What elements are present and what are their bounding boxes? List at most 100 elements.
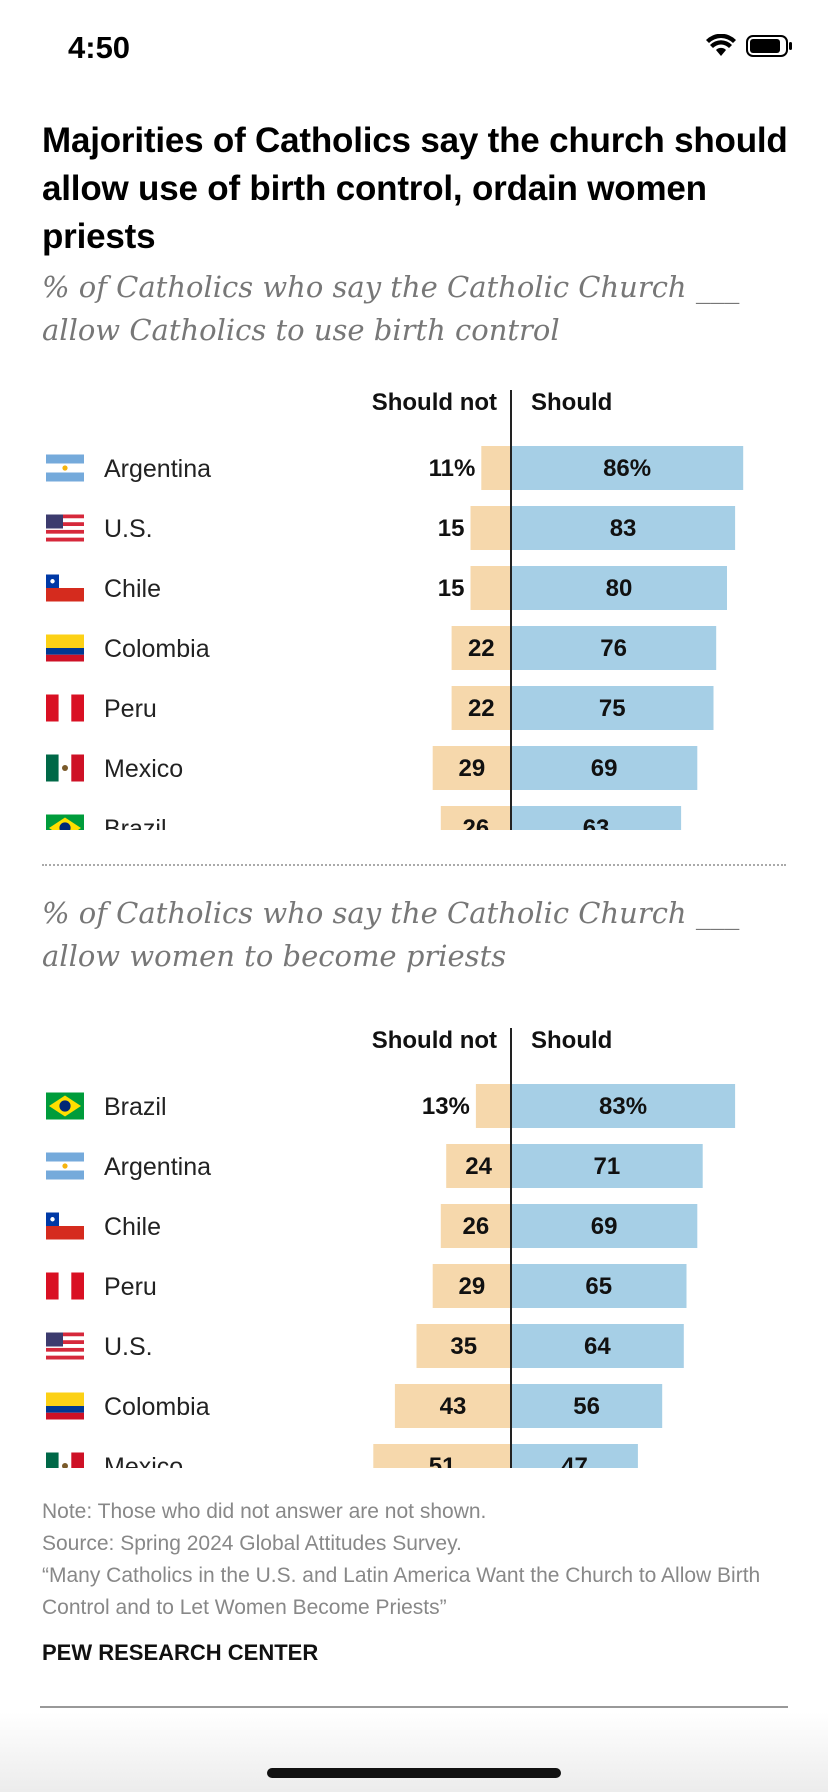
flag-argentina-icon bbox=[46, 454, 84, 482]
flag-peru-icon bbox=[46, 1272, 84, 1300]
value-label-should: 69 bbox=[591, 755, 618, 782]
value-label-should-not: 35 bbox=[450, 1333, 477, 1360]
bar-should-not bbox=[394, 1384, 511, 1428]
flag-chile-icon bbox=[46, 1212, 84, 1240]
chart-1-subtitle: % of Catholics who say the Catholic Chur… bbox=[42, 270, 740, 347]
bar-should bbox=[511, 1144, 703, 1188]
chart-row: Mexico 29 69 bbox=[46, 746, 698, 790]
note-text: Note: Those who did not answer are not s… bbox=[42, 1500, 487, 1523]
chart-2-subtitle: % of Catholics who say the Catholic Chur… bbox=[42, 896, 740, 973]
flag-brazil-icon bbox=[46, 1092, 84, 1120]
category-label: Brazil bbox=[104, 1093, 167, 1121]
category-label: Peru bbox=[104, 1273, 157, 1301]
bar-should bbox=[511, 746, 698, 790]
bar-should bbox=[511, 1084, 736, 1128]
value-label-should: 47 bbox=[561, 1453, 588, 1468]
value-label-should-not: 29 bbox=[458, 1273, 485, 1300]
flag-brazil-icon bbox=[46, 814, 84, 830]
value-label-should-not: 29 bbox=[458, 755, 485, 782]
flag-us-icon bbox=[46, 1332, 84, 1360]
flag-mexico-icon bbox=[46, 1452, 84, 1468]
bar-should bbox=[511, 1324, 684, 1368]
bar-should-not bbox=[432, 1264, 511, 1308]
category-label: U.S. bbox=[104, 515, 153, 543]
flag-colombia-icon bbox=[46, 1392, 84, 1420]
bar-should-not bbox=[451, 626, 511, 670]
organization-name: PEW RESEARCH CENTER bbox=[42, 1640, 319, 1665]
bar-should-not bbox=[446, 1144, 511, 1188]
bar-should-not bbox=[475, 1084, 511, 1128]
status-bar: 4:50 bbox=[0, 0, 828, 100]
value-label-should-not: 26 bbox=[463, 1213, 490, 1240]
women-priests-chart: Should not Should Brazil 13% 83% Argentina 24 7… bbox=[46, 1027, 736, 1468]
bar-should-not bbox=[416, 1324, 511, 1368]
chart-title: Majorities of Catholics say the church s… bbox=[42, 121, 788, 256]
value-label-should-not: 11% bbox=[429, 455, 476, 482]
birth-control-chart: Should not Should Argentina 11% 86% U.S. 15 83 C… bbox=[46, 389, 744, 830]
value-label-should-not: 15 bbox=[438, 575, 465, 602]
section-divider bbox=[42, 864, 786, 866]
value-label-should-not: 15 bbox=[438, 515, 465, 542]
status-time: 4:50 bbox=[68, 30, 131, 65]
home-indicator[interactable] bbox=[267, 1768, 561, 1778]
flag-chile-icon bbox=[46, 574, 84, 602]
value-label-should: 69 bbox=[591, 1213, 618, 1240]
bar-should bbox=[511, 1264, 687, 1308]
bottom-fade bbox=[0, 1712, 828, 1792]
value-label-should-not: 22 bbox=[468, 635, 495, 662]
category-label: Mexico bbox=[104, 1453, 183, 1468]
value-label-should-not: 22 bbox=[468, 695, 495, 722]
category-label: Chile bbox=[104, 1213, 161, 1241]
source-text: Source: Spring 2024 Global Attitudes Sur… bbox=[42, 1532, 462, 1555]
chart-row: Peru 29 65 bbox=[46, 1264, 687, 1308]
legend-should: Should bbox=[531, 1027, 612, 1054]
value-label-should: 76 bbox=[600, 635, 627, 662]
value-label-should: 75 bbox=[599, 695, 626, 722]
bar-should bbox=[511, 446, 744, 490]
bar-should bbox=[511, 686, 714, 730]
notes: Note: Those who did not answer are not s… bbox=[42, 1496, 802, 1624]
chart-row: Peru 22 75 bbox=[46, 686, 714, 730]
flag-colombia-icon bbox=[46, 634, 84, 662]
bar-should-not bbox=[440, 806, 511, 830]
legend-should-not: Should not bbox=[372, 1027, 497, 1054]
bar-should bbox=[511, 1384, 663, 1428]
value-label-should: 83% bbox=[599, 1093, 647, 1120]
flag-us-icon bbox=[46, 514, 84, 542]
wifi-icon bbox=[706, 34, 736, 56]
category-label: Colombia bbox=[104, 635, 210, 663]
category-label: Argentina bbox=[104, 1153, 211, 1181]
category-label: Mexico bbox=[104, 755, 183, 783]
value-label-should: 80 bbox=[606, 575, 633, 602]
report-title: “Many Catholics in the U.S. and Latin Am… bbox=[42, 1564, 761, 1619]
chart-row: Colombia 43 56 bbox=[46, 1384, 663, 1428]
value-label-should: 83 bbox=[610, 515, 637, 542]
value-label-should: 65 bbox=[585, 1273, 612, 1300]
bar-should-not bbox=[373, 1444, 511, 1468]
bar-should bbox=[511, 1204, 698, 1248]
value-label-should-not: 24 bbox=[465, 1153, 492, 1180]
value-label-should-not: 26 bbox=[463, 815, 490, 830]
chart-row: Mexico 51 47 bbox=[46, 1444, 638, 1468]
category-label: Chile bbox=[104, 575, 161, 603]
value-label-should-not: 13% bbox=[422, 1093, 470, 1120]
chart-row: Brazil 26 63 bbox=[46, 806, 682, 830]
flag-mexico-icon bbox=[46, 754, 84, 782]
chart-row: Colombia 22 76 bbox=[46, 626, 717, 670]
legend-should: Should bbox=[531, 389, 612, 416]
chart-row: U.S. 15 83 bbox=[46, 506, 736, 550]
bar-should-not bbox=[481, 446, 511, 490]
value-label-should-not: 43 bbox=[440, 1393, 467, 1420]
chart-row: Chile 15 80 bbox=[46, 566, 727, 610]
value-label-should: 63 bbox=[583, 815, 610, 830]
bar-should-not bbox=[432, 746, 511, 790]
bar-should bbox=[511, 806, 682, 830]
chart-row: Brazil 13% 83% bbox=[46, 1084, 736, 1128]
chart-row: U.S. 35 64 bbox=[46, 1324, 684, 1368]
category-label: Brazil bbox=[104, 815, 167, 830]
bar-should-not bbox=[470, 506, 511, 550]
chart-row: Argentina 24 71 bbox=[46, 1144, 703, 1188]
value-label-should: 56 bbox=[573, 1393, 600, 1420]
legend-should-not: Should not bbox=[372, 389, 497, 416]
bar-should bbox=[511, 1444, 638, 1468]
